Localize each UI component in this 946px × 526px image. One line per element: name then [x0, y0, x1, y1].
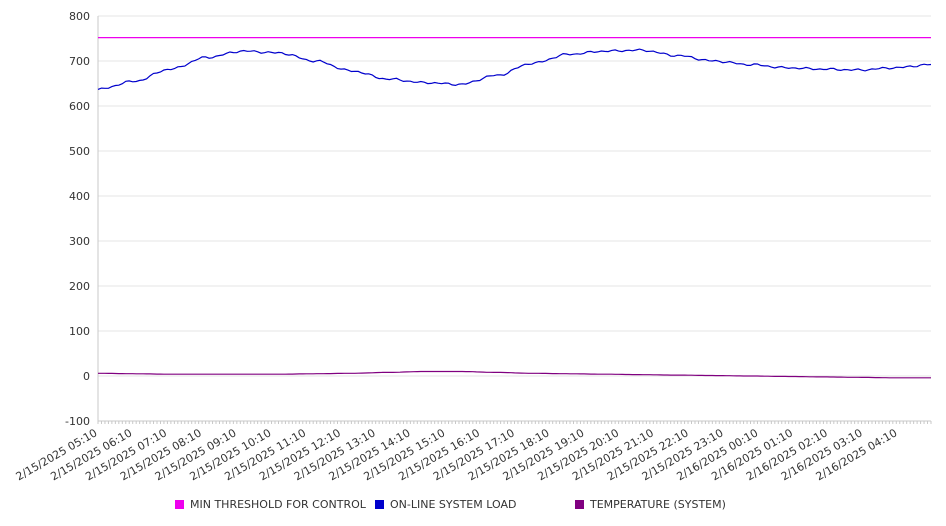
series-line-temperature-system — [98, 370, 931, 379]
y-tick-label: 100 — [69, 325, 90, 338]
legend-label-system-load: ON-LINE SYSTEM LOAD — [390, 498, 517, 511]
y-tick-label: 200 — [69, 280, 90, 293]
legend-label-min-threshold: MIN THRESHOLD FOR CONTROL — [190, 498, 366, 511]
y-tick-label: 600 — [69, 100, 90, 113]
y-tick-label: 0 — [83, 370, 90, 383]
y-tick-label: 700 — [69, 55, 90, 68]
legend-swatch-min-threshold — [175, 500, 184, 509]
legend-item-min-threshold: MIN THRESHOLD FOR CONTROL — [175, 498, 366, 511]
legend-label-temperature: TEMPERATURE (SYSTEM) — [590, 498, 726, 511]
series-line-on-line-system-load — [97, 48, 932, 90]
y-tick-label: 400 — [69, 190, 90, 203]
legend-item-temperature: TEMPERATURE (SYSTEM) — [575, 498, 726, 511]
series-lines — [97, 36, 932, 379]
y-tick-label: 800 — [69, 10, 90, 23]
y-tick-label: 500 — [69, 145, 90, 158]
gridlines — [98, 15, 931, 422]
y-tick-label: 300 — [69, 235, 90, 248]
legend-swatch-system-load — [375, 500, 384, 509]
legend: MIN THRESHOLD FOR CONTROL ON-LINE SYSTEM… — [0, 498, 946, 514]
y-tick-label: -100 — [65, 415, 90, 428]
legend-swatch-temperature — [575, 500, 584, 509]
axes — [97, 16, 932, 424]
y-tick-labels: 800 700 600 500 400 300 200 100 0 -100 — [65, 10, 90, 428]
legend-item-system-load: ON-LINE SYSTEM LOAD — [375, 498, 516, 511]
x-tick-labels: 2/15/2025 05:102/15/2025 06:102/15/2025 … — [14, 426, 900, 483]
